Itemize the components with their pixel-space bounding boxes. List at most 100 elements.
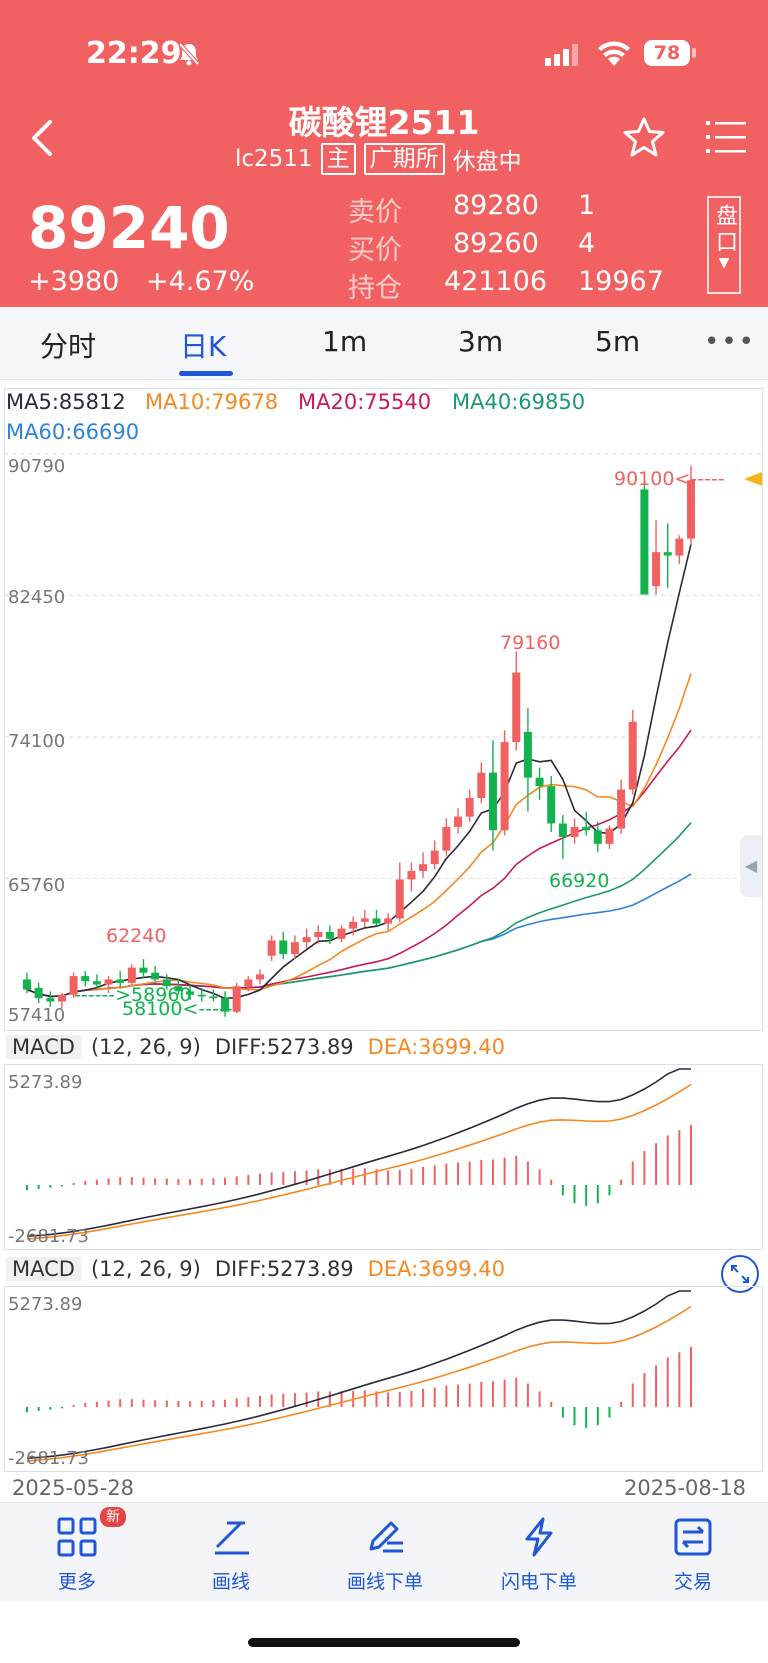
toolbar-trade[interactable]: 交易 [616,1503,768,1601]
candle-body [174,986,183,992]
tab-daily-k[interactable]: 日K [180,330,227,363]
candle-body [162,979,171,987]
toolbar-label: 画线下单 [346,1571,423,1593]
side-collapse-handle[interactable]: ◀ [740,835,762,897]
toolbar-more[interactable]: 新 更多 [0,1503,154,1601]
ask-qty: 1 [578,190,596,221]
tab-time-share[interactable]: 分时 [40,330,97,363]
candle-body [244,979,253,987]
ma40-line [26,822,692,998]
pencil-icon [369,1521,403,1553]
active-tab-underline [179,371,233,376]
toolbar-draw-line[interactable]: 画线 [154,1503,308,1601]
bottom-toolbar: 新 更多 画线 画线下单 闪电下单 交易 [0,1502,768,1601]
candle-body [547,786,556,824]
candle-body [640,489,649,595]
toolbar-draw-line-order[interactable]: 画线下单 [308,1503,462,1601]
candle-body [337,928,346,939]
battery-icon: 78 [644,40,690,66]
macd-indicator-tab[interactable]: MACD [6,1035,81,1059]
macd-axis-min: -2681.73 [8,1226,89,1247]
candle-body [442,826,451,851]
candle-body [488,772,497,831]
candle-body [81,976,90,982]
market-state: 休盘中 [452,149,522,175]
macd-diff: DIFF:5273.89 [214,1035,354,1059]
order-book-button[interactable]: 盘口 ▼ [707,196,741,294]
ma40-label: MA40:69850 [452,390,586,414]
price-axis-label: 90790 [8,456,66,477]
candle-body [314,931,323,938]
candle-body [151,972,160,980]
open-interest-value: 421106 [444,266,548,297]
candle-body [267,940,276,956]
candle-body [360,918,369,922]
bid-qty: 4 [578,228,596,259]
ask-price: 89280 [453,190,539,221]
macd-chart-frame [4,1064,763,1250]
tab-5m[interactable]: 5m [595,325,641,358]
candle-body [628,721,637,790]
ask-label: 卖价 [348,197,402,228]
candle-body [652,552,661,587]
kline-chart[interactable] [5,448,762,1030]
bid-label: 买价 [348,235,402,266]
low-annotation: ------>58960 [74,984,192,1006]
main-contract-tag: 主 [320,143,356,175]
macd-dea-line [26,1305,692,1462]
candle-body [617,789,626,829]
candle-body [69,976,78,995]
period-tabs: 分时 日K 1m 3m 5m ••• [0,307,768,380]
candle-body [302,937,311,943]
candle-body [593,830,602,844]
ma60-label: MA60:66690 [6,420,140,444]
mute-bell-icon [178,42,200,66]
candle-body [500,742,509,831]
candle-body [290,942,299,955]
exchange-tag: 广期所 [363,143,445,175]
candle-body [430,850,439,865]
back-arrow-icon[interactable] [30,118,54,158]
candle-body [570,826,579,838]
macd-chart-frame [4,1286,763,1472]
candle-body [512,672,521,743]
tab-1m[interactable]: 1m [322,325,368,358]
menu-icon[interactable] [706,120,746,154]
kline-chart-frame[interactable] [4,388,763,1031]
candle-body [92,981,101,985]
ma5-line [26,544,692,1000]
macd-indicator-tab[interactable]: MACD [6,1257,81,1281]
toolbar-label: 更多 [57,1571,96,1593]
candle-body [197,994,206,997]
macd-axis-min: -2681.73 [8,1448,89,1469]
candle-body [279,940,288,955]
toolbar-label: 闪电下单 [500,1571,577,1593]
expand-icon[interactable] [720,1254,760,1294]
more-dots-icon[interactable]: ••• [704,327,757,357]
toolbar-label: 交易 [673,1571,712,1593]
macd-header: MACD (12, 26, 9) DIFF:5273.89 DEA:3699.4… [6,1032,505,1062]
candle-body [687,480,695,539]
order-book-label: 盘口 [712,204,737,256]
trade-icon [674,1518,712,1556]
ma20-label: MA20:75540 [298,390,432,414]
price-axis-label: 74100 [8,731,66,752]
candle-body [23,979,31,990]
macd-dea-line [26,1083,692,1240]
macd-chart[interactable] [5,1287,762,1471]
macd-diff-line [26,1290,691,1460]
caret-down-icon: ▼ [718,255,730,271]
favorite-star-icon[interactable] [622,116,666,158]
candle-body [232,986,241,1012]
tab-3m[interactable]: 3m [458,325,504,358]
lightning-icon [525,1517,553,1557]
ma20-line [26,729,692,998]
candle-body [186,991,195,995]
candle-body [209,996,218,999]
price-change-pct: +4.67% [146,266,255,297]
candle-body [221,998,230,1012]
bid-price: 89260 [453,228,539,259]
cellular-signal-icon [545,44,578,66]
toolbar-flash-order[interactable]: 闪电下单 [462,1503,616,1601]
macd-chart[interactable] [5,1065,762,1249]
